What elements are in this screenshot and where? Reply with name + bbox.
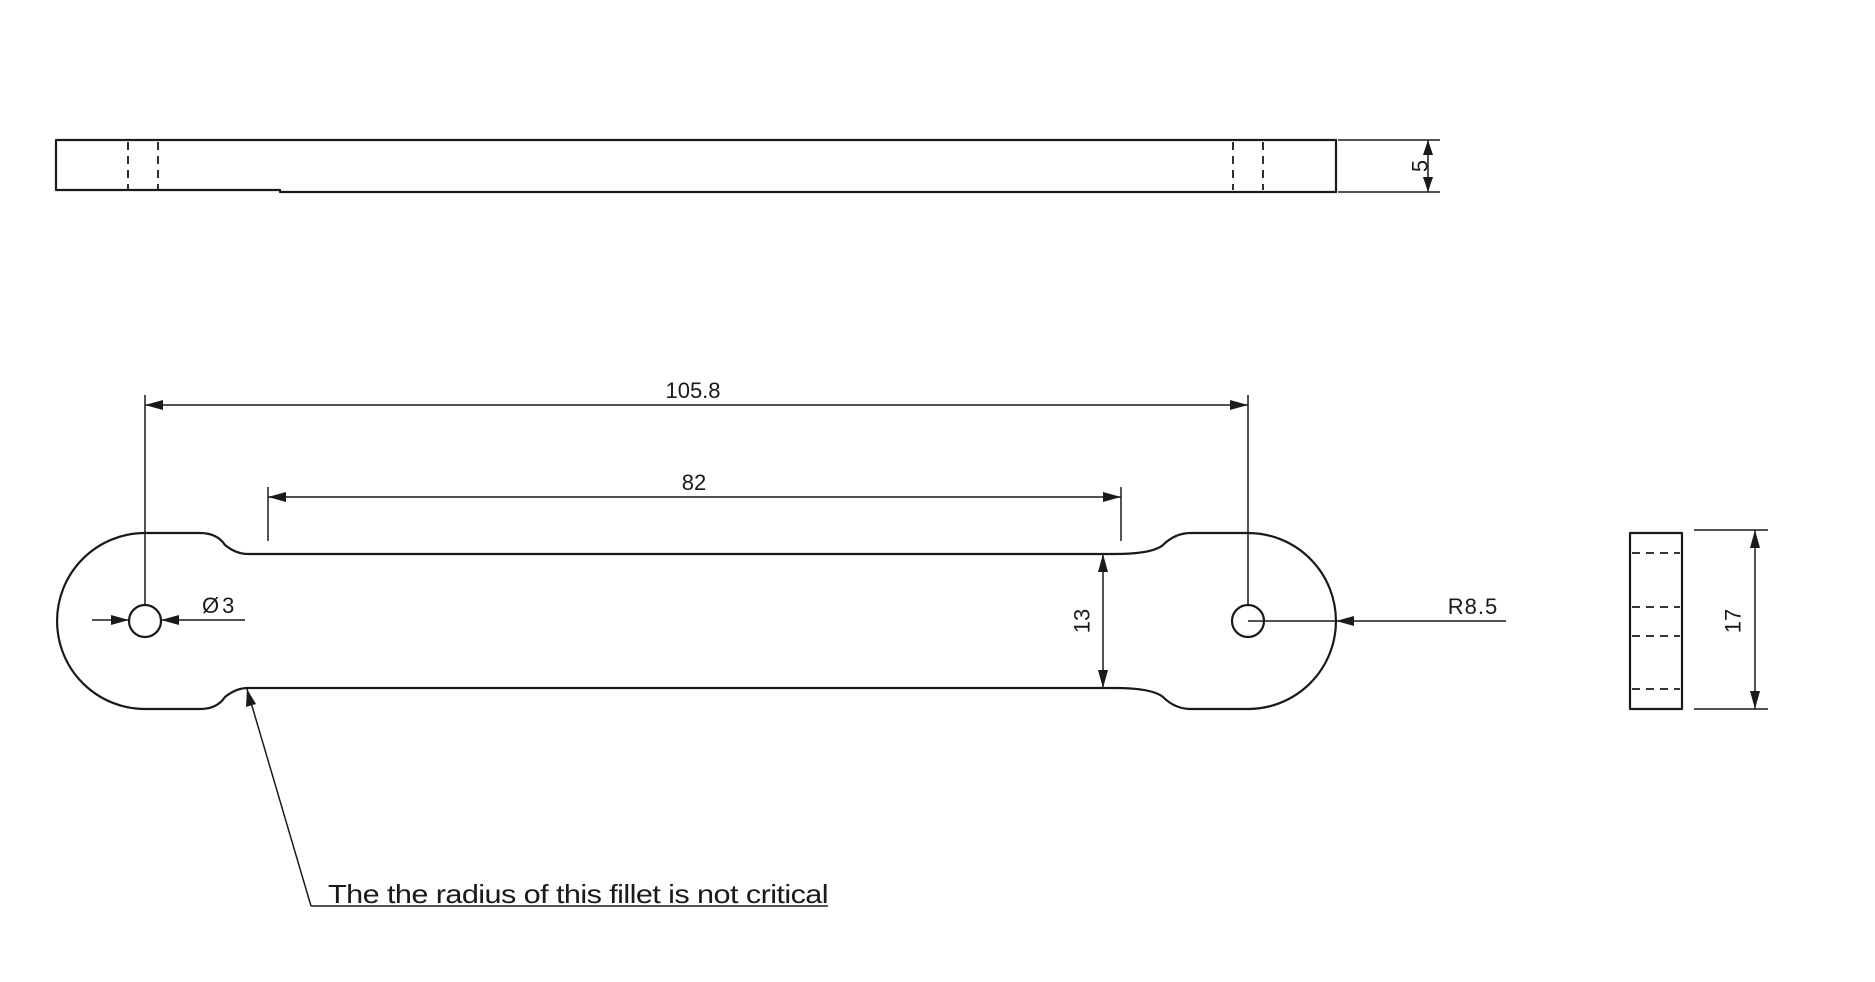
end-width-arrow-top	[1750, 530, 1760, 548]
end-width-label: 17	[1721, 609, 1746, 633]
neck-length-label: 82	[682, 470, 706, 495]
end-width-arrow-bottom	[1750, 691, 1760, 709]
end-radius-arrow	[1336, 616, 1354, 626]
left-hole	[127, 603, 163, 639]
neck-length-arrow-left	[268, 492, 286, 502]
hole-diameter-label: Ø3	[202, 593, 237, 618]
fillet-note-text: The the radius of this fillet is not cri…	[328, 879, 828, 909]
end-radius-label: R8.5	[1448, 594, 1498, 619]
hole-diameter-arrow-left	[111, 615, 129, 625]
front-view: 105.8 82 13 Ø3 R8.5 The the radius of th…	[55, 378, 1506, 909]
thickness-arrow-top	[1423, 140, 1433, 155]
front-view-outline	[55, 531, 1338, 711]
fillet-note-leader	[246, 688, 312, 907]
neck-width-arrow-bottom	[1098, 670, 1108, 688]
fillet-note-arrow	[246, 689, 256, 707]
hole-spacing-arrow-right	[1230, 400, 1248, 410]
hole-spacing-arrow-left	[145, 400, 163, 410]
top-view-outline	[54, 138, 1338, 194]
neck-width-arrow-top	[1098, 554, 1108, 572]
hole-spacing-label: 105.8	[665, 378, 720, 403]
top-view: 5	[54, 138, 1440, 194]
thickness-label: 5	[1408, 160, 1433, 172]
thickness-arrow-bottom	[1423, 177, 1433, 192]
side-view: 17	[1628, 529, 1768, 711]
side-view-outline	[1628, 531, 1684, 711]
neck-width-label: 13	[1070, 609, 1095, 633]
hole-diameter-arrow-right	[161, 615, 179, 625]
neck-length-arrow-right	[1103, 492, 1121, 502]
